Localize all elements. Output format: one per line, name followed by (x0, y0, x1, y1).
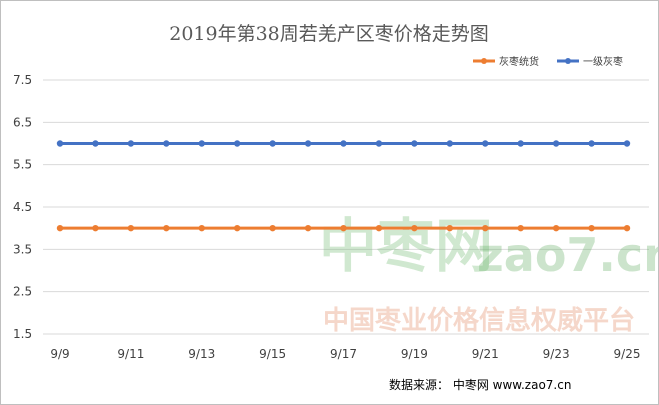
data-point (127, 140, 135, 147)
chart-title: 2019年第38周若羌产区枣价格走势图 (169, 23, 489, 45)
x-tick-label: 9/13 (188, 347, 215, 361)
x-tick-label: 9/19 (401, 347, 428, 361)
data-point (623, 224, 631, 232)
data-point (411, 140, 418, 147)
data-point (233, 224, 241, 232)
watermark-url: zao7.cn (477, 228, 658, 282)
data-point (552, 224, 560, 232)
data-point (163, 224, 170, 232)
data-point (163, 140, 170, 147)
watermark-brand: 中枣网 (319, 212, 493, 280)
data-point (340, 140, 347, 147)
y-axis-ticks: 1.5 2.5 3.5 4.5 5.5 6.5 7.5 (13, 73, 32, 341)
data-point (588, 224, 595, 232)
x-tick-label: 9/9 (50, 347, 69, 361)
data-point (56, 224, 64, 232)
legend: 灰枣统货 一级灰枣 (473, 55, 623, 68)
data-point (552, 140, 560, 147)
data-point (127, 224, 135, 232)
x-tick-label: 9/21 (472, 347, 499, 361)
data-point (517, 224, 524, 232)
grid-lines (43, 79, 649, 335)
data-point (375, 140, 383, 147)
data-source-note: 数据来源： 中枣网 www.zao7.cn (389, 377, 571, 392)
y-tick-label: 3.5 (13, 242, 32, 256)
y-tick-label: 7.5 (13, 73, 32, 87)
legend-marker (565, 58, 571, 64)
data-point (56, 140, 64, 147)
x-axis-ticks: 9/9 9/11 9/13 9/15 9/17 9/19 9/21 9/23 9/25 (50, 347, 640, 361)
data-point (233, 140, 241, 147)
watermark-tagline: 中国枣业价格信息权威平台 (323, 305, 635, 336)
y-tick-label: 5.5 (13, 158, 32, 172)
legend-marker (481, 58, 487, 64)
x-tick-label: 9/23 (543, 347, 570, 361)
data-point (304, 224, 312, 232)
series-0 (56, 224, 631, 232)
data-point (446, 224, 454, 232)
x-tick-label: 9/17 (330, 347, 357, 361)
data-point (411, 224, 418, 232)
data-point (304, 140, 312, 147)
data-point (198, 224, 205, 232)
data-point (92, 224, 99, 232)
x-tick-label: 9/15 (259, 347, 286, 361)
y-tick-label: 1.5 (13, 327, 32, 341)
legend-label: 灰枣统货 (499, 55, 539, 68)
data-point (375, 224, 383, 232)
data-point (340, 224, 347, 232)
x-tick-label: 9/11 (117, 347, 144, 361)
data-point (92, 140, 99, 147)
data-point (269, 224, 276, 232)
y-tick-label: 4.5 (13, 200, 32, 214)
data-point (482, 140, 489, 147)
data-point (269, 140, 276, 147)
data-point (198, 140, 205, 147)
data-point (446, 140, 454, 147)
data-point (482, 224, 489, 232)
series-lines (56, 140, 631, 232)
x-tick-label: 9/25 (614, 347, 641, 361)
watermark: 中枣网 zao7.cn 中国枣业价格信息权威平台 (319, 212, 658, 336)
y-tick-label: 2.5 (13, 285, 32, 299)
series-1 (56, 140, 631, 147)
data-point (623, 140, 631, 147)
y-tick-label: 6.5 (13, 115, 32, 129)
legend-label: 一级灰枣 (583, 55, 623, 68)
data-point (517, 140, 524, 147)
data-point (588, 140, 595, 147)
